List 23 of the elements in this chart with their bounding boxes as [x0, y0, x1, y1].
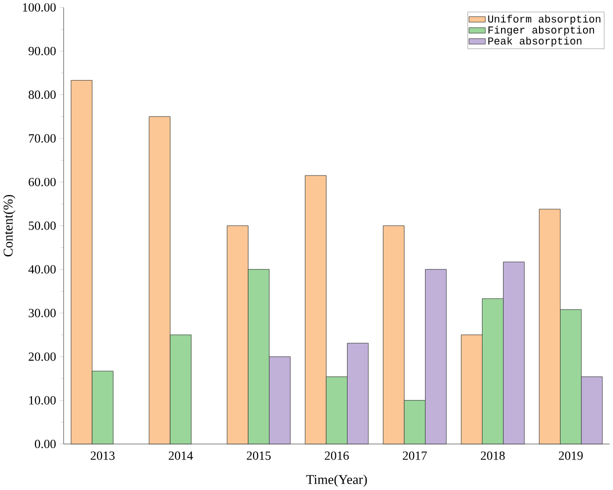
- y-tick-label: 20.00: [28, 352, 56, 361]
- y-tick-label: 90.00: [28, 46, 56, 56]
- legend-label: Peak absorption: [488, 36, 582, 47]
- x-tick-label: 2016: [324, 451, 349, 460]
- y-tick-label: 100.00: [23, 3, 56, 12]
- legend-label: Uniform absorption: [488, 14, 600, 25]
- x-tick-label: 2018: [480, 451, 505, 460]
- y-tick-label: 0.00: [34, 440, 56, 448]
- x-tick-label: 2019: [558, 451, 583, 460]
- y-tick-label: 70.00: [28, 134, 56, 143]
- x-axis-title: Time(Year): [306, 474, 367, 487]
- y-tick-label: 40.00: [28, 265, 56, 274]
- x-tick-label: 2014: [168, 451, 193, 460]
- y-tick-label: 10.00: [29, 396, 56, 405]
- y-tick-label: 80.00: [28, 90, 56, 99]
- x-tick-label: 2017: [402, 451, 427, 460]
- y-tick-label: 30.00: [28, 308, 56, 318]
- legend-label: Finger absorption: [488, 26, 594, 36]
- y-axis-title: Content(%): [3, 195, 16, 256]
- y-tick-label: 50.00: [28, 222, 56, 230]
- x-tick-label: 2013: [90, 451, 115, 460]
- y-tick-label: 60.00: [28, 178, 56, 186]
- x-tick-label: 2015: [246, 451, 271, 460]
